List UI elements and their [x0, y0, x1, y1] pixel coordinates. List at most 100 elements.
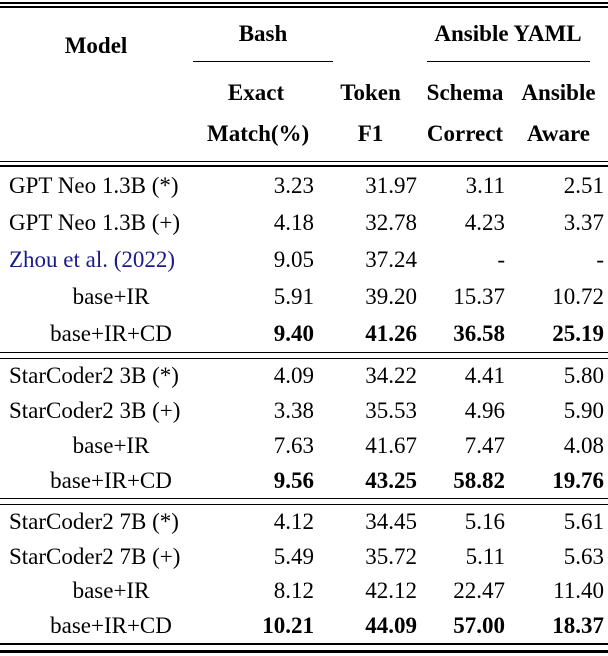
model-cell: StarCoder2 3B (+): [9, 398, 181, 424]
model-cell: base+IR+CD: [50, 612, 172, 638]
metric-value: 4.09: [273, 363, 314, 389]
metric-value: 8.12: [273, 578, 314, 604]
metric-value: 34.22: [365, 363, 417, 389]
bash-group-underline: [193, 60, 333, 62]
metric-value: 5.80: [563, 363, 604, 389]
metric-value: 4.08: [563, 432, 604, 458]
table-row: StarCoder2 7B (+) 5.49 35.72 5.11 5.63: [0, 540, 608, 575]
metric-value: 25.19: [552, 320, 604, 346]
table-body: GPT Neo 1.3B (*) 3.23 31.97 3.11 2.51 GPT Neo…: [0, 168, 608, 643]
table-row: StarCoder2 3B (*) 4.09 34.22 4.41 5.80: [0, 359, 608, 394]
metric-value: -: [497, 246, 505, 272]
metric-value: 5.49: [273, 543, 314, 569]
metric-value: 22.47: [453, 578, 505, 604]
metric-value: 4.23: [464, 210, 505, 236]
table-block: StarCoder2 3B (*) 4.09 34.22 4.41 5.80 StarCo…: [0, 359, 608, 498]
model-cell: StarCoder2 7B (*): [9, 509, 179, 535]
table-bottom-rule-1: [0, 643, 608, 645]
col-header-model: Model: [64, 33, 128, 58]
block-separator: [0, 498, 608, 506]
model-cell: base+IR: [72, 432, 150, 458]
metric-value: 4.96: [464, 398, 505, 424]
metric-value: 3.23: [273, 173, 314, 199]
table-row: StarCoder2 7B (*) 4.12 34.45 5.16 5.61: [0, 505, 608, 540]
metric-value: 3.11: [465, 173, 505, 199]
metric-value: -: [596, 246, 604, 272]
metric-value: 44.09: [365, 612, 417, 638]
metric-value: 7.63: [273, 432, 314, 458]
metric-value: 37.24: [365, 246, 417, 272]
table-row: base+IR+CD 9.40 41.26 36.58 25.19: [0, 315, 608, 352]
metric-value: 4.41: [464, 363, 505, 389]
sub-header-row: Exact Match(%) Token F1 Schema Correct A…: [0, 72, 608, 154]
metric-value: 5.63: [563, 543, 604, 569]
table-row: Zhou et al. (2022) 9.05 37.24 - -: [0, 242, 608, 279]
metric-value: 9.40: [273, 320, 314, 346]
model-cell: base+IR: [72, 283, 150, 309]
metric-value: 5.61: [563, 509, 604, 535]
metric-value: 15.37: [453, 283, 505, 309]
metric-value: 3.38: [273, 398, 314, 424]
ansible-yaml-group-underline: [427, 60, 590, 62]
model-cell: base+IR+CD: [50, 467, 172, 493]
metric-value: 41.67: [365, 432, 417, 458]
col-header-schema-correct: Schema Correct: [426, 80, 504, 146]
col-header-exact-match: Exact Match(%): [207, 80, 310, 146]
table-block: GPT Neo 1.3B (*) 3.23 31.97 3.11 2.51 GPT Neo…: [0, 168, 608, 352]
metric-value: 42.12: [365, 578, 417, 604]
table-row: base+IR 8.12 42.12 22.47 11.40: [0, 574, 608, 609]
table-row: base+IR+CD 9.56 43.25 58.82 19.76: [0, 463, 608, 498]
header-separator-1: [0, 160, 608, 162]
model-cell: base+IR+CD: [50, 320, 172, 346]
metric-value: 32.78: [365, 210, 417, 236]
metric-value: 31.97: [365, 173, 417, 199]
model-cell: GPT Neo 1.3B (+): [9, 210, 180, 236]
metric-value: 58.82: [453, 467, 505, 493]
table-block: StarCoder2 7B (*) 4.12 34.45 5.16 5.61 StarCo…: [0, 505, 608, 643]
table-top-rule-1: [0, 2, 608, 4]
col-group-bash: Bash: [193, 21, 333, 47]
col-header-token-f1: Token F1: [340, 80, 401, 146]
header-separator-2: [0, 164, 608, 167]
metric-value: 4.12: [273, 509, 314, 535]
col-group-ansible-yaml: Ansible YAML: [420, 21, 596, 47]
metric-value: 10.72: [552, 283, 604, 309]
model-cell: StarCoder2 3B (*): [9, 363, 179, 389]
model-cell: StarCoder2 7B (+): [9, 543, 181, 569]
table-row: GPT Neo 1.3B (*) 3.23 31.97 3.11 2.51: [0, 168, 608, 205]
metric-value: 5.90: [563, 398, 604, 424]
table-bottom-rule-2: [0, 649, 608, 653]
col-header-ansible-aware: Ansible Aware: [521, 80, 596, 146]
model-cell: GPT Neo 1.3B (*): [9, 173, 179, 199]
metric-value: 34.45: [365, 509, 417, 535]
metric-value: 9.56: [273, 467, 314, 493]
metric-value: 7.47: [464, 432, 505, 458]
metric-value: 39.20: [365, 283, 417, 309]
model-cell: base+IR: [72, 578, 150, 604]
table-row: StarCoder2 3B (+) 3.38 35.53 4.96 5.90: [0, 394, 608, 429]
metric-value: 2.51: [563, 173, 604, 199]
metric-value: 10.21: [262, 612, 314, 638]
table-row: base+IR 7.63 41.67 7.47 4.08: [0, 429, 608, 464]
metric-value: 57.00: [453, 612, 505, 638]
metric-value: 19.76: [552, 467, 604, 493]
col-group-bash-label: Bash: [238, 21, 288, 46]
metric-value: 5.91: [273, 283, 314, 309]
metric-value: 4.18: [273, 210, 314, 236]
metric-value: 41.26: [365, 320, 417, 346]
metric-value: 36.58: [453, 320, 505, 346]
metric-value: 5.11: [465, 543, 505, 569]
citation-link[interactable]: Zhou et al. (2022): [9, 246, 176, 272]
table-row: base+IR 5.91 39.20 15.37 10.72: [0, 278, 608, 315]
metric-value: 9.05: [273, 246, 314, 272]
metric-value: 3.37: [563, 210, 604, 236]
metric-value: 43.25: [365, 467, 417, 493]
metric-value: 11.40: [553, 578, 604, 604]
sub-header-spacer: [0, 72, 222, 154]
metric-value: 35.72: [365, 543, 417, 569]
metric-value: 18.37: [552, 612, 604, 638]
metric-value: 5.16: [464, 509, 505, 535]
table-row: GPT Neo 1.3B (+) 4.18 32.78 4.23 3.37: [0, 205, 608, 242]
table-top-rule-2: [0, 5, 608, 8]
